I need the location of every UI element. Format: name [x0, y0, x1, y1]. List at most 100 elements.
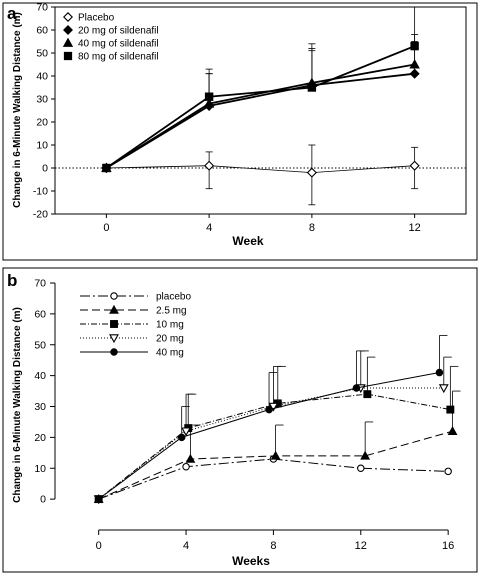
data-point [435, 368, 444, 377]
panel-a-x-tick-label: 4 [206, 222, 212, 234]
data-point [204, 160, 215, 171]
data-point [352, 384, 361, 392]
data-point [444, 467, 452, 476]
legend-item-placebo: Placebo [63, 12, 115, 24]
panel-b-y-axis-label: Change in 6-Minute Walking Distance (m) [12, 307, 23, 503]
legend-item-2-5-mg: 2.5 mg [80, 304, 187, 317]
series-40-mg [94, 335, 448, 503]
panel-b-y-tick-label: 70 [34, 278, 46, 290]
series-line-placebo [106, 165, 415, 174]
panel-a-series [101, 6, 420, 206]
panel-a-y-tick-label: 60 [36, 25, 48, 37]
panel-a-y-axis-label: Change in 6-Minute Walking Distance (m) [12, 12, 23, 208]
panel-a-x-tick-label: 8 [309, 222, 315, 234]
panel-b-x-tick-label: 4 [183, 540, 189, 552]
legend-label: 80 mg of sildenafil [78, 52, 159, 63]
series-80-mg-of-sildenafil [102, 6, 419, 173]
panel-a-legend: Placebo 20 mg of sildenafil 40 mg of silde… [62, 12, 159, 63]
panel-a-y-tick-label: 0 [42, 163, 48, 175]
panel-a-y-tick-label: 70 [36, 2, 48, 14]
panel-b-frame [2, 267, 478, 573]
panel-a: a -20 -10 0 10 20 30 40 50 60 70 0 4 8 12 Placebo 20 m… [2, 2, 478, 261]
panel-a-y-tick-label: 40 [36, 71, 48, 83]
panel-b-axes: 0 10 20 30 40 50 60 70 0 4 8 12 16 [34, 278, 454, 553]
data-point [177, 433, 186, 442]
panel-b-y-tick-label: 0 [40, 494, 46, 506]
legend-marker-20-mg-of-sildenafil [63, 25, 73, 35]
panel-b-y-tick-label: 20 [34, 432, 46, 444]
legend-label: 20 mg [156, 334, 184, 345]
legend-marker-40-mg-of-sildenafil [62, 37, 74, 47]
legend-item-20-mg-of-sildenafil: 20 mg of sildenafil [63, 25, 159, 37]
panel-b-series [93, 335, 461, 505]
legend-label: 2.5 mg [156, 306, 187, 317]
data-point [306, 167, 317, 178]
data-point [94, 495, 103, 503]
panel-a-x-tick-label: 12 [409, 222, 421, 234]
panel-a-label: a [7, 4, 17, 23]
legend-label: 20 mg of sildenafil [78, 26, 159, 37]
legend-item-20-mg: 20 mg [80, 334, 184, 345]
data-point [409, 59, 420, 69]
panel-b-x-tick-label: 16 [442, 540, 454, 552]
legend-label: 40 mg [156, 348, 184, 359]
panel-b-y-tick-label: 50 [34, 339, 46, 351]
panel-b: b 0 10 20 30 40 50 60 70 0 4 8 12 16 placebo 2.5 mg 10… [2, 267, 478, 573]
series-placebo [94, 455, 452, 503]
legend-label: Placebo [78, 13, 115, 24]
data-point [360, 450, 371, 460]
panel-a-x-axis-label: Week [232, 234, 263, 248]
panel-b-x-axis-label: Weeks [232, 554, 270, 568]
series-line-40-mg-of-sildenafil [105, 63, 415, 169]
panel-b-y-tick-label: 40 [34, 370, 46, 382]
legend-label: placebo [156, 292, 191, 303]
legend-item-placebo: placebo [80, 292, 191, 303]
panel-b-y-tick-label: 60 [34, 308, 46, 320]
legend-label: 40 mg of sildenafil [78, 39, 159, 50]
data-point [102, 163, 111, 173]
legend-item-40-mg: 40 mg [80, 348, 184, 359]
panel-a-y-tick-label: 10 [36, 140, 48, 152]
data-point [204, 92, 214, 101]
data-point [409, 68, 420, 79]
data-point [446, 405, 455, 414]
panel-b-legend: placebo 2.5 mg 10 mg 20 mg 40 mg [80, 292, 191, 359]
panel-a-y-tick-label: 20 [36, 117, 48, 129]
data-point [447, 426, 458, 435]
legend-marker-placebo [110, 292, 118, 300]
series-line-placebo [98, 458, 449, 500]
series-placebo [101, 144, 420, 206]
data-point [182, 462, 190, 471]
data-point [185, 453, 196, 463]
data-point [409, 160, 420, 171]
data-point [270, 450, 281, 460]
data-point [363, 390, 372, 399]
panel-b-x-tick-label: 0 [96, 540, 102, 552]
legend-item-40-mg-of-sildenafil: 40 mg of sildenafil [62, 37, 159, 50]
panel-a-plot-area [54, 6, 467, 215]
legend-marker-80-mg-of-sildenafil [63, 51, 73, 61]
data-point [307, 83, 317, 92]
legend-marker-40-mg [110, 348, 118, 356]
data-point [438, 384, 449, 394]
data-point [203, 98, 215, 108]
legend-item-80-mg-of-sildenafil: 80 mg of sildenafil [63, 51, 159, 63]
legend-item-10-mg: 10 mg [80, 320, 184, 331]
panel-b-x-tick-label: 12 [355, 540, 367, 552]
legend-marker-placebo [63, 12, 73, 22]
series-20-mg [93, 350, 452, 505]
data-point [357, 464, 365, 472]
panel-a-frame [2, 2, 478, 261]
panel-a-y-tick-label: -20 [33, 209, 48, 221]
data-point [265, 405, 273, 414]
legend-marker-10-mg [110, 320, 118, 328]
panel-b-y-tick-label: 10 [34, 463, 46, 475]
panel-a-y-tick-label: 50 [36, 48, 48, 60]
panel-a-y-tick-label: -10 [33, 186, 48, 198]
panel-b-y-tick-label: 30 [34, 401, 46, 413]
series-line-10-mg [98, 393, 451, 500]
panel-a-y-tick-label: 30 [36, 94, 48, 106]
series-line-80-mg-of-sildenafil [105, 45, 415, 169]
panel-b-label: b [7, 271, 17, 290]
